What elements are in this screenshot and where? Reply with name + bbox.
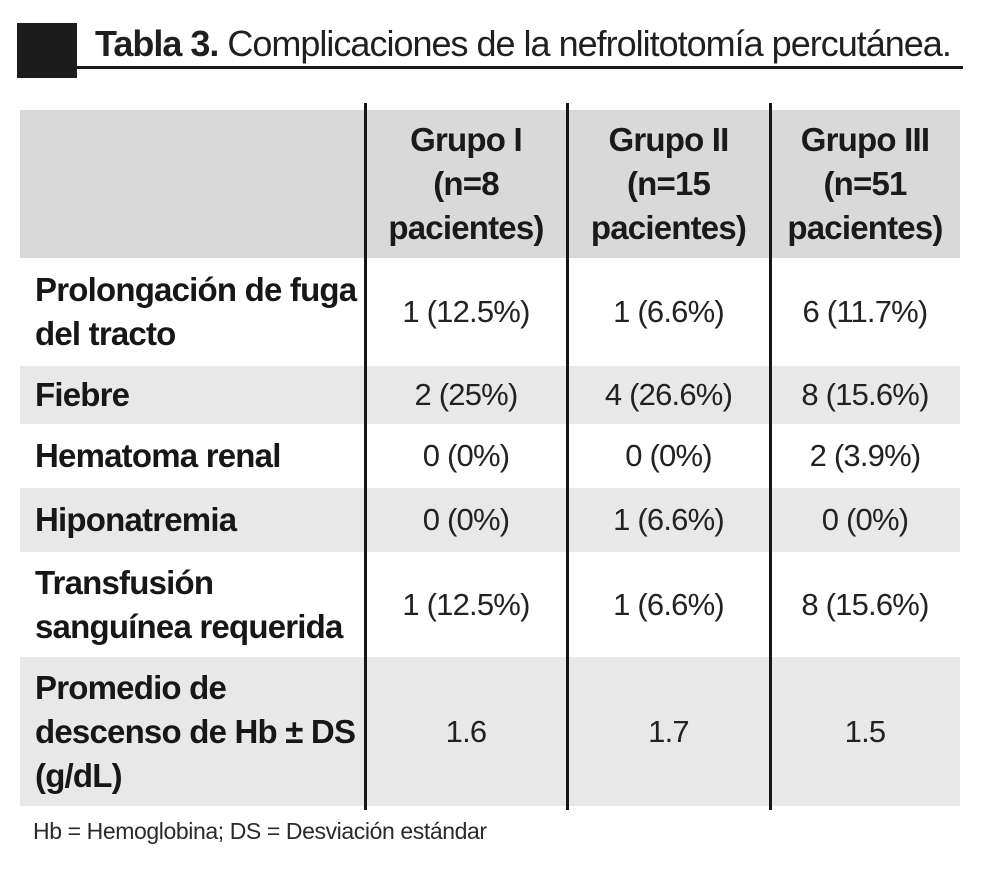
table-row: Prolongación de fuga del tracto 1 (12.5%…	[20, 258, 960, 366]
cell-value: 1 (6.6%)	[613, 586, 725, 622]
caption-marker-square	[17, 23, 77, 78]
row-label: Hematoma renal	[35, 437, 281, 474]
table-header-row: Grupo I (n=8 pacientes) Grupo II (n=15 p…	[20, 110, 960, 258]
cell-value: 0 (0%)	[365, 488, 567, 552]
table-footnote: Hb = Hemoglobina; DS = Desviación estánd…	[33, 818, 487, 844]
complications-table-wrap: Grupo I (n=8 pacientes) Grupo II (n=15 p…	[20, 103, 960, 810]
cell-value: 0 (0%)	[422, 438, 510, 473]
cell-value: 2 (3.9%)	[809, 438, 922, 473]
cell-value: 1 (12.5%)	[402, 294, 530, 329]
column-divider-2	[566, 103, 569, 810]
cell-value: 8 (15.6%)	[770, 366, 960, 424]
row-label: Transfusión sanguínea requerida	[35, 563, 343, 645]
column-divider-3	[769, 103, 772, 810]
table-number-label: Tabla 3.	[95, 23, 219, 64]
cell-value: 4 (26.6%)	[567, 366, 770, 424]
cell-value: 1.7	[567, 657, 770, 806]
table-row: Hiponatremia 0 (0%) 1 (6.6%) 0 (0%)	[20, 488, 960, 552]
cell-value: 1.5	[770, 657, 960, 806]
caption-rule	[75, 66, 963, 69]
cell-value: 0 (0%)	[625, 438, 712, 473]
cell-value: 1 (6.6%)	[567, 488, 770, 552]
table-row: Hematoma renal 0 (0%) 0 (0%) 2 (3.9%)	[20, 424, 960, 488]
column-divider-1	[364, 103, 367, 810]
row-label: Hiponatremia	[20, 488, 365, 552]
table-row: Fiebre 2 (25%) 4 (26.6%) 8 (15.6%)	[20, 366, 960, 424]
empty-corner-cell	[20, 110, 365, 258]
table-row: Transfusión sanguínea requerida 1 (12.5%…	[20, 552, 960, 657]
row-label: Promedio de descenso de Hb ± DS (g/dL)	[20, 657, 365, 806]
cell-value: 6 (11.7%)	[802, 294, 929, 329]
cell-value: 1.6	[365, 657, 567, 806]
row-label: Prolongación de fuga del tracto	[35, 271, 357, 352]
table-title: Complicaciones de la nefrolitotomía perc…	[218, 23, 951, 64]
col-header-grupo-i: Grupo I (n=8 pacientes)	[365, 110, 567, 258]
cell-value: 0 (0%)	[770, 488, 960, 552]
row-label: Fiebre	[20, 366, 365, 424]
table-caption-header: Tabla 3. Complicaciones de la nefrolitot…	[17, 23, 963, 81]
col-header-grupo-iii: Grupo III (n=51 pacientes)	[770, 110, 960, 258]
col-header-grupo-ii: Grupo II (n=15 pacientes)	[567, 110, 770, 258]
complications-table: Grupo I (n=8 pacientes) Grupo II (n=15 p…	[20, 110, 960, 806]
cell-value: 8 (15.6%)	[801, 586, 929, 622]
table-caption: Tabla 3. Complicaciones de la nefrolitot…	[95, 23, 952, 64]
cell-value: 2 (25%)	[365, 366, 567, 424]
table-row: Promedio de descenso de Hb ± DS (g/dL) 1…	[20, 657, 960, 806]
cell-value: 1 (12.5%)	[402, 586, 530, 622]
cell-value: 1 (6.6%)	[613, 294, 725, 329]
